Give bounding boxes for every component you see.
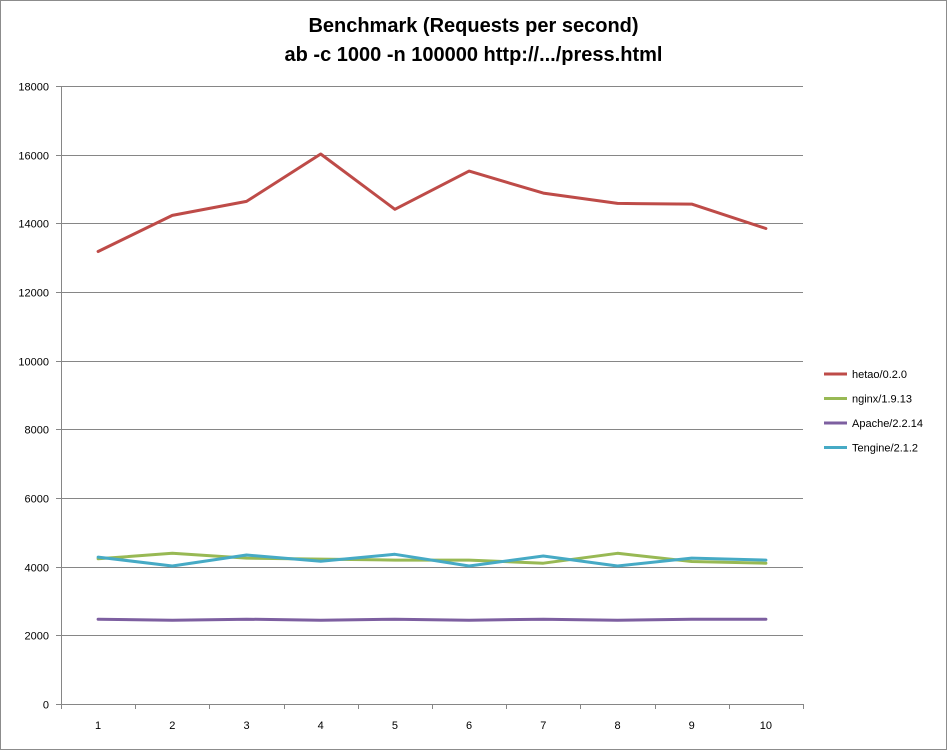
y-tick-label: 4000: [25, 563, 49, 575]
x-tick-label: 4: [318, 720, 324, 732]
x-tick-label: 7: [540, 720, 546, 732]
chart-title-block: Benchmark (Requests per second) ab -c 10…: [0, 12, 947, 70]
legend-item: Tengine/2.1.2: [824, 443, 918, 455]
series-lines: [96, 152, 768, 622]
x-axis-ticks: 1 2 3 4 5 6 7 8 9 10: [61, 704, 804, 732]
legend-item: nginx/1.9.13: [824, 394, 912, 406]
legend-item: hetao/0.2.0: [824, 369, 907, 381]
x-tick-label: 9: [689, 720, 695, 732]
legend-label: hetao/0.2.0: [852, 369, 907, 381]
series-line-hetao: [96, 152, 768, 253]
chart-title: Benchmark (Requests per second): [308, 15, 639, 37]
y-tick-label: 12000: [18, 288, 49, 300]
legend: hetao/0.2.0 nginx/1.9.13 Apache/2.2.14 Teng…: [824, 369, 923, 455]
x-tick-label: 3: [243, 720, 249, 732]
y-tick-label: 0: [43, 700, 49, 712]
axes: [61, 86, 803, 705]
x-tick-label: 6: [466, 720, 472, 732]
series-line-apache: [96, 617, 768, 622]
x-tick-label: 1: [95, 720, 101, 732]
y-tick-label: 16000: [18, 151, 49, 163]
legend-label: nginx/1.9.13: [852, 394, 912, 406]
x-tick-label: 5: [392, 720, 398, 732]
y-tick-label: 6000: [25, 494, 49, 506]
x-tick-label: 8: [614, 720, 620, 732]
legend-item: Apache/2.2.14: [824, 418, 923, 430]
y-tick-label: 2000: [25, 631, 49, 643]
y-tick-label: 8000: [25, 425, 49, 437]
legend-label: Apache/2.2.14: [852, 418, 923, 430]
y-tick-label: 14000: [18, 219, 49, 231]
x-tick-label: 10: [760, 720, 772, 732]
y-tick-label: 10000: [18, 357, 49, 369]
series-line-tengine: [96, 552, 768, 568]
legend-label: Tengine/2.1.2: [852, 443, 918, 455]
x-tick-label: 2: [169, 720, 175, 732]
y-tick-label: 18000: [18, 82, 49, 94]
gridlines: [61, 86, 803, 636]
chart-subtitle: ab -c 1000 -n 100000 http://.../press.ht…: [284, 44, 663, 66]
y-axis-ticks: 0 2000 4000 6000 8000 10000 12000 14000 16000 180…: [18, 82, 61, 712]
